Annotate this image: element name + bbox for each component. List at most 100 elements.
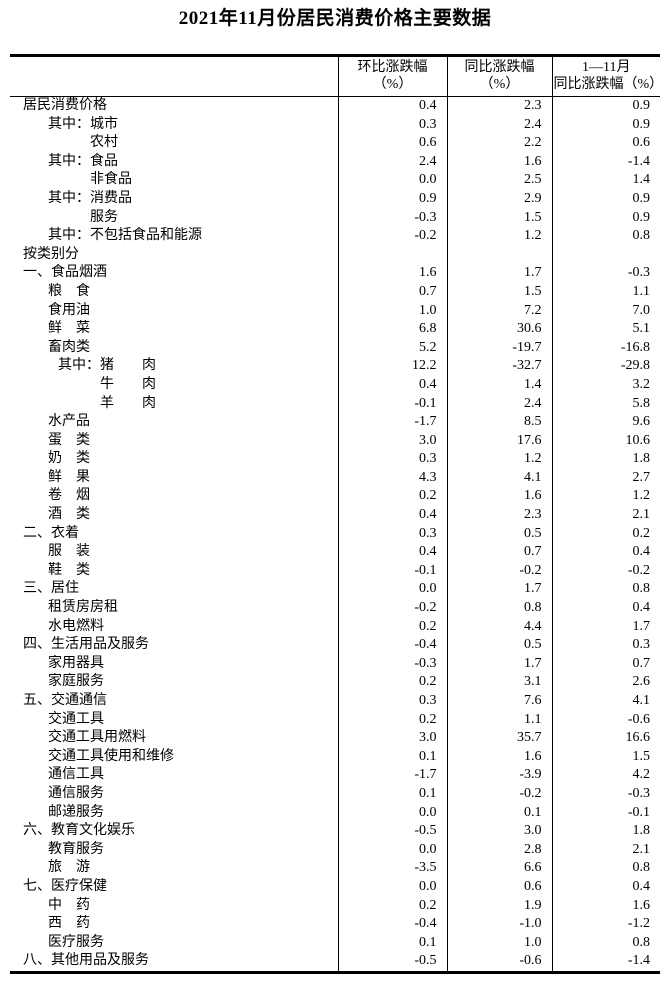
column-header-yoy-line1: 同比涨跌幅 <box>464 60 535 75</box>
value-cell: -0.1 <box>337 561 447 581</box>
row-label: 西 药 <box>48 916 90 932</box>
row-label: 水产品 <box>48 414 90 430</box>
value-cell: -0.3 <box>551 264 660 283</box>
value-cell: 0.1 <box>337 747 447 767</box>
value-cell: 2.1 <box>551 840 660 860</box>
value-cell: -0.5 <box>337 952 447 971</box>
value-cell: 1.6 <box>551 896 660 916</box>
value-cell: 0.9 <box>551 208 660 228</box>
column-header-mom-line2: （%） <box>372 77 413 92</box>
table-row: 教育服务 0.0 2.8 2.1 <box>10 840 660 860</box>
column-header-yoy: 同比涨跌幅 （%） <box>446 57 552 97</box>
value-cell: 1.7 <box>551 617 660 637</box>
value-cell: 1.7 <box>446 580 552 600</box>
table-row: 旅 游 -3.5 6.6 0.8 <box>10 859 660 878</box>
value-cell: 1.0 <box>337 301 447 321</box>
value-cell: 3.0 <box>337 729 447 748</box>
row-label: 服 装 <box>48 544 90 560</box>
value-cell: 1.7 <box>446 264 552 283</box>
row-label: 按类别分 <box>23 246 79 262</box>
value-cell: 0.4 <box>551 877 660 897</box>
value-cell: 0.8 <box>551 933 660 953</box>
column-header-mom: 环比涨跌幅 （%） <box>337 57 447 97</box>
value-cell: 0.9 <box>551 115 660 135</box>
value-cell: 0.7 <box>551 654 660 674</box>
value-cell: 0.8 <box>446 599 552 618</box>
row-label: 酒 类 <box>48 507 90 523</box>
value-cell: 0.4 <box>551 599 660 618</box>
row-label: 水电燃料 <box>48 618 104 634</box>
value-cell: 0.6 <box>551 134 660 153</box>
header-row: 环比涨跌幅 （%） 同比涨跌幅 （%） 1—11月 同比涨跌幅（%） <box>10 57 664 97</box>
value-cell: 0.6 <box>337 134 447 153</box>
value-cell: 16.6 <box>551 729 660 748</box>
value-cell: -3.9 <box>446 766 552 785</box>
column-header-yoy-line2: （%） <box>479 77 520 92</box>
value-cell: 0.2 <box>337 710 447 730</box>
value-cell: 1.5 <box>446 208 552 228</box>
table-row: 医疗服务 0.1 1.0 0.8 <box>10 933 660 953</box>
value-cell: 1.8 <box>551 450 660 469</box>
page-title: 2021年11月份居民消费价格主要数据 <box>178 8 492 29</box>
value-cell: -0.6 <box>551 710 660 730</box>
value-cell: -19.7 <box>446 338 552 358</box>
value-cell: 8.5 <box>446 413 552 432</box>
row-label: 中 药 <box>48 897 90 913</box>
cpi-table: 环比涨跌幅 （%） 同比涨跌幅 （%） 1—11月 同比涨跌幅（%） 居民消费价… <box>10 57 664 971</box>
value-cell: 3.0 <box>337 431 447 451</box>
table-row: 交通工具 0.2 1.1 -0.6 <box>10 710 660 730</box>
row-label: 牛 肉 <box>100 376 156 392</box>
value-cell: 1.4 <box>446 375 552 395</box>
row-label: 租赁房房租 <box>48 600 118 616</box>
value-cell: 0.3 <box>337 450 447 469</box>
value-cell: 0.0 <box>337 877 447 897</box>
value-cell: -0.6 <box>446 952 552 971</box>
table-row: 交通工具用燃料 3.0 35.7 16.6 <box>10 729 660 748</box>
table-row: 奶 类 0.3 1.2 1.8 <box>10 450 660 469</box>
value-cell: 0.2 <box>337 617 447 637</box>
value-cell: 6.8 <box>337 320 447 339</box>
value-cell: 0.0 <box>337 171 447 190</box>
value-cell: 2.4 <box>446 394 552 414</box>
value-cell: 1.1 <box>551 282 660 302</box>
value-cell: 0.4 <box>551 543 660 562</box>
table-row: 五、交通通信 0.3 7.6 4.1 <box>10 692 660 711</box>
value-cell: 0.3 <box>551 636 660 655</box>
row-label: 八、其他用品及服务 <box>23 953 149 969</box>
column-header-ytd-line1: 1—11月 <box>582 60 631 75</box>
table-header: 环比涨跌幅 （%） 同比涨跌幅 （%） 1—11月 同比涨跌幅（%） <box>10 57 664 97</box>
value-cell: 12.2 <box>337 357 447 376</box>
row-label: 交通工具 <box>48 711 104 727</box>
value-cell: 2.3 <box>446 506 552 525</box>
value-cell: 0.2 <box>551 524 660 544</box>
value-cell: 4.1 <box>446 468 552 488</box>
value-cell: 2.2 <box>446 134 552 153</box>
value-cell: 0.3 <box>337 524 447 544</box>
row-label: 五、交通通信 <box>23 693 107 708</box>
table-row: 交通工具使用和维修 0.1 1.6 1.5 <box>10 747 660 767</box>
row-label: 羊 肉 <box>100 395 156 411</box>
value-cell: 0.0 <box>337 840 447 860</box>
row-label: 鞋 类 <box>48 562 90 578</box>
value-cell: -0.3 <box>337 654 447 674</box>
value-cell: 7.6 <box>446 692 552 711</box>
row-label: 农村 <box>90 135 118 151</box>
value-cell: 0.7 <box>337 282 447 302</box>
value-cell: -1.7 <box>337 413 447 432</box>
table-row: 中 药 0.2 1.9 1.6 <box>10 896 660 916</box>
row-label: 六、教育文化娱乐 <box>23 823 135 839</box>
row-label: 教育服务 <box>48 841 104 857</box>
table-bottom-rule <box>10 970 660 974</box>
table-row: 其中：城市 0.3 2.4 0.9 <box>10 115 660 135</box>
value-cell: 0.4 <box>337 543 447 562</box>
value-cell: 2.4 <box>337 152 447 172</box>
value-cell: 5.2 <box>337 338 447 358</box>
table-row: 鞋 类 -0.1 -0.2 -0.2 <box>10 561 660 581</box>
value-cell: 1.9 <box>446 896 552 916</box>
value-cell: 1.6 <box>337 264 447 283</box>
value-cell: -1.7 <box>337 766 447 785</box>
value-cell: 5.8 <box>551 394 660 414</box>
table-row: 食用油 1.0 7.2 7.0 <box>10 301 660 321</box>
value-cell: 2.7 <box>551 468 660 488</box>
column-header-ytd-line2: 同比涨跌幅（%） <box>553 77 664 92</box>
